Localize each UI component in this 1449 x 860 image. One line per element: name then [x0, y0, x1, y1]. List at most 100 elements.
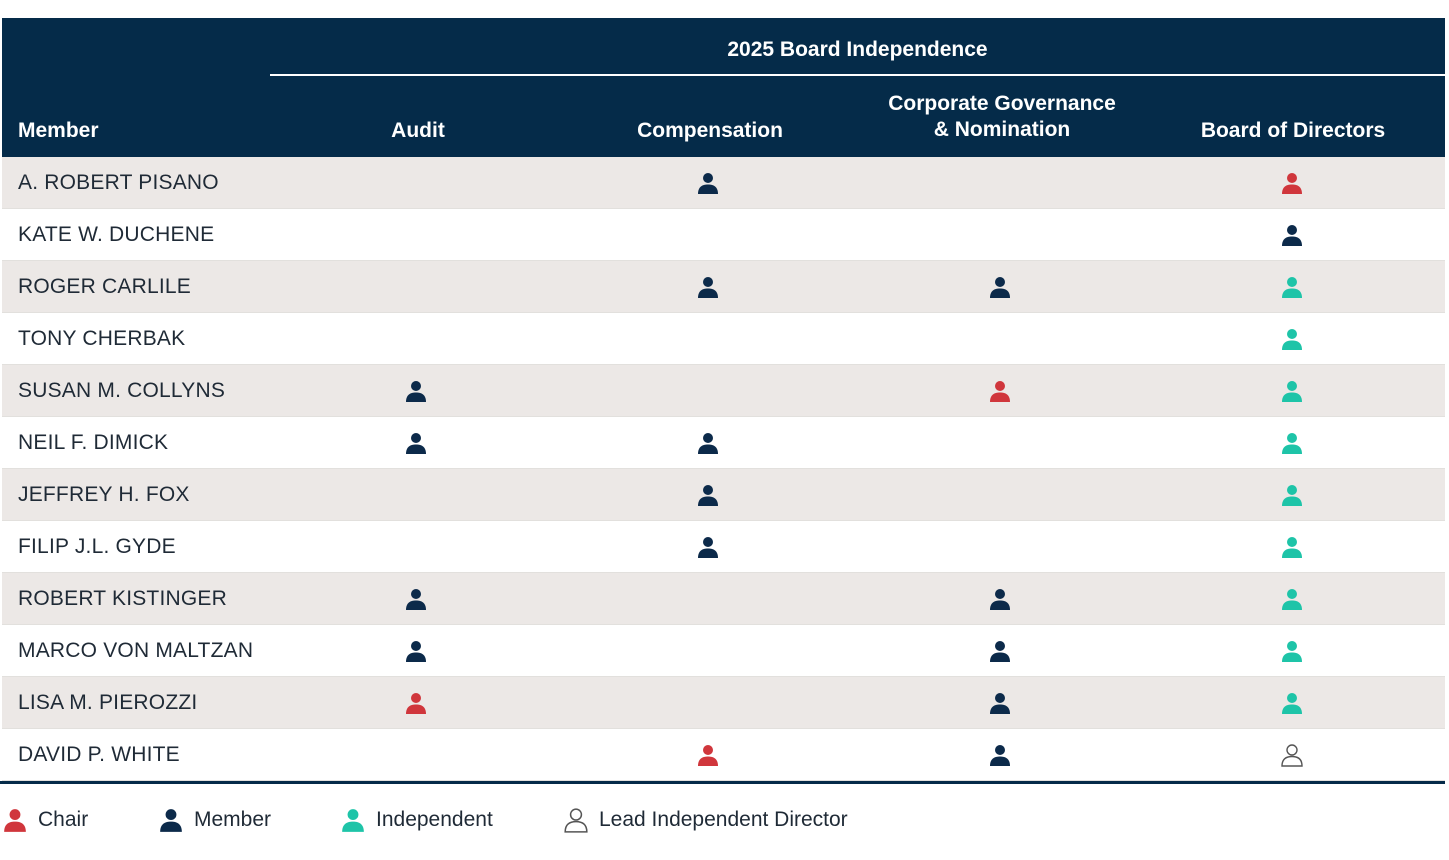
person-independent-icon	[1282, 277, 1302, 298]
legend-item-chair: Chair	[2, 800, 88, 840]
cell-compensation	[562, 157, 854, 209]
member-name: JEFFREY H. FOX	[18, 483, 190, 506]
cell-governance	[854, 365, 1146, 417]
member-name: TONY CHERBAK	[18, 327, 186, 350]
table-super-title: 2025 Board Independence	[727, 38, 988, 61]
legend-label: Chair	[38, 808, 89, 831]
table-row: MARCO VON MALTZAN	[2, 625, 1445, 677]
column-header-board: Board of Directors	[1200, 119, 1386, 142]
legend: Chair Member Independent Lead Independent D…	[0, 800, 1000, 840]
person-member-icon	[698, 485, 718, 506]
cell-board	[1146, 209, 1438, 261]
cell-audit	[270, 209, 562, 261]
cell-audit	[270, 157, 562, 209]
cell-board	[1146, 677, 1438, 729]
person-member-icon	[160, 809, 182, 832]
person-member-icon	[406, 433, 426, 454]
member-name: A. ROBERT PISANO	[18, 171, 219, 194]
table-row: NEIL F. DIMICK	[2, 417, 1445, 469]
legend-label: Lead Independent Director	[599, 808, 848, 831]
cell-governance	[854, 573, 1146, 625]
person-independent-icon	[1282, 381, 1302, 402]
member-name: ROBERT KISTINGER	[18, 587, 227, 610]
table-body: A. ROBERT PISANO KATE W. DUCHENE ROGER CAR…	[2, 157, 1445, 781]
cell-compensation	[562, 261, 854, 313]
person-member-icon	[990, 589, 1010, 610]
cell-board	[1146, 573, 1438, 625]
person-independent-icon	[1282, 641, 1302, 662]
person-member-icon	[406, 641, 426, 662]
legend-item-member: Member	[158, 800, 271, 840]
legend-item-independent: Independent	[340, 800, 493, 840]
person-independent-icon	[1282, 537, 1302, 558]
cell-board	[1146, 417, 1438, 469]
person-member-icon	[990, 745, 1010, 766]
cell-compensation	[562, 521, 854, 573]
cell-board	[1146, 521, 1438, 573]
column-header-governance: Corporate Governance & Nomination	[888, 92, 1116, 141]
cell-board	[1146, 157, 1438, 209]
column-header-audit: Audit	[391, 119, 445, 142]
cell-compensation	[562, 677, 854, 729]
cell-audit	[270, 677, 562, 729]
table-row: ROBERT KISTINGER	[2, 573, 1445, 625]
cell-governance	[854, 625, 1146, 677]
person-chair-icon	[698, 745, 718, 766]
person-lead-independent-icon	[564, 808, 588, 833]
cell-board	[1146, 729, 1438, 781]
cell-governance	[854, 261, 1146, 313]
super-title-rule	[270, 74, 1445, 76]
column-header-member: Member	[18, 119, 99, 142]
member-name: FILIP J.L. GYDE	[18, 535, 176, 558]
cell-board	[1146, 469, 1438, 521]
table-row: JEFFREY H. FOX	[2, 469, 1445, 521]
cell-board	[1146, 365, 1438, 417]
cell-audit	[270, 365, 562, 417]
cell-compensation	[562, 729, 854, 781]
legend-item-lead: Lead Independent Director	[563, 800, 848, 840]
person-member-icon	[406, 589, 426, 610]
member-name: SUSAN M. COLLYNS	[18, 379, 226, 402]
cell-audit	[270, 625, 562, 677]
person-member-icon	[1282, 225, 1302, 246]
column-header-compensation: Compensation	[637, 119, 783, 142]
cell-compensation	[562, 417, 854, 469]
person-chair-icon	[990, 381, 1010, 402]
person-member-icon	[990, 693, 1010, 714]
table-row: LISA M. PIEROZZI	[2, 677, 1445, 729]
person-member-icon	[698, 277, 718, 298]
legend-label: Member	[194, 808, 272, 831]
cell-governance	[854, 209, 1146, 261]
person-independent-icon	[1282, 589, 1302, 610]
cell-audit	[270, 313, 562, 365]
table-row: KATE W. DUCHENE	[2, 209, 1445, 261]
member-name: KATE W. DUCHENE	[18, 223, 215, 246]
person-independent-icon	[342, 809, 364, 832]
table-header: 2025 Board Independence Member Audit Com…	[2, 18, 1445, 157]
cell-compensation	[562, 313, 854, 365]
cell-audit	[270, 729, 562, 781]
person-chair-icon	[4, 809, 26, 832]
person-chair-icon	[406, 693, 426, 714]
cell-audit	[270, 573, 562, 625]
table-row: ROGER CARLILE	[2, 261, 1445, 313]
cell-board	[1146, 625, 1438, 677]
cell-governance	[854, 469, 1146, 521]
table-row: TONY CHERBAK	[2, 313, 1445, 365]
person-independent-icon	[1282, 433, 1302, 454]
cell-compensation	[562, 469, 854, 521]
person-independent-icon	[1282, 693, 1302, 714]
member-name: MARCO VON MALTZAN	[18, 639, 254, 662]
cell-audit	[270, 521, 562, 573]
cell-audit	[270, 417, 562, 469]
person-member-icon	[990, 277, 1010, 298]
cell-board	[1146, 313, 1438, 365]
person-independent-icon	[1282, 485, 1302, 506]
person-member-icon	[990, 641, 1010, 662]
person-independent-icon	[1282, 329, 1302, 350]
member-name: NEIL F. DIMICK	[18, 431, 169, 454]
person-member-icon	[406, 381, 426, 402]
cell-governance	[854, 157, 1146, 209]
cell-governance	[854, 677, 1146, 729]
cell-compensation	[562, 625, 854, 677]
